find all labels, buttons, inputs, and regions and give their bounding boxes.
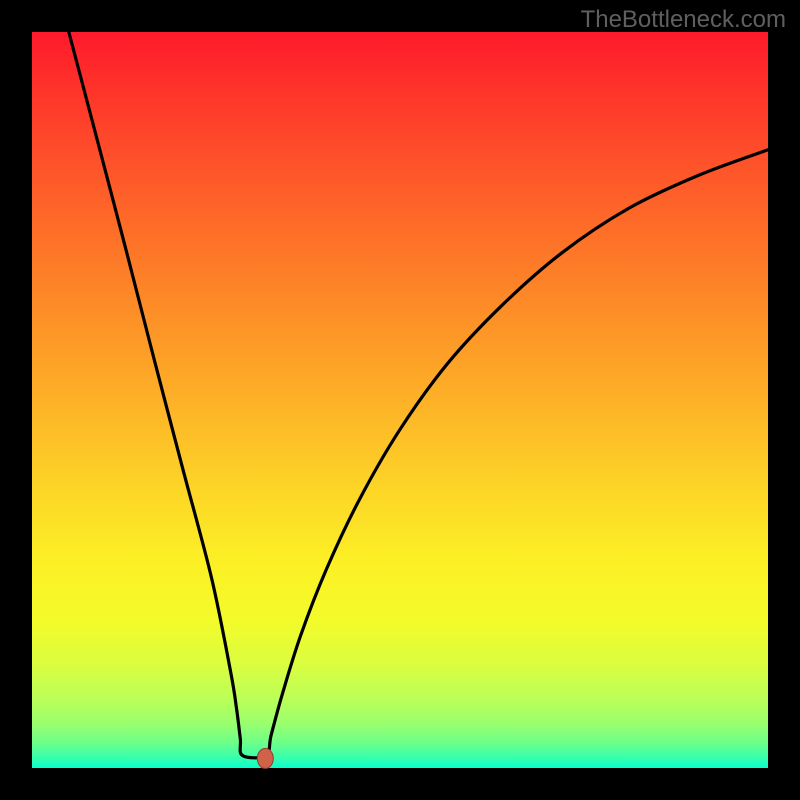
curve-layer <box>0 0 800 800</box>
watermark-text: TheBottleneck.com <box>581 6 786 34</box>
bottleneck-curve <box>69 32 768 758</box>
optimal-point-marker <box>257 748 273 768</box>
chart-container: TheBottleneck.com <box>0 0 800 800</box>
